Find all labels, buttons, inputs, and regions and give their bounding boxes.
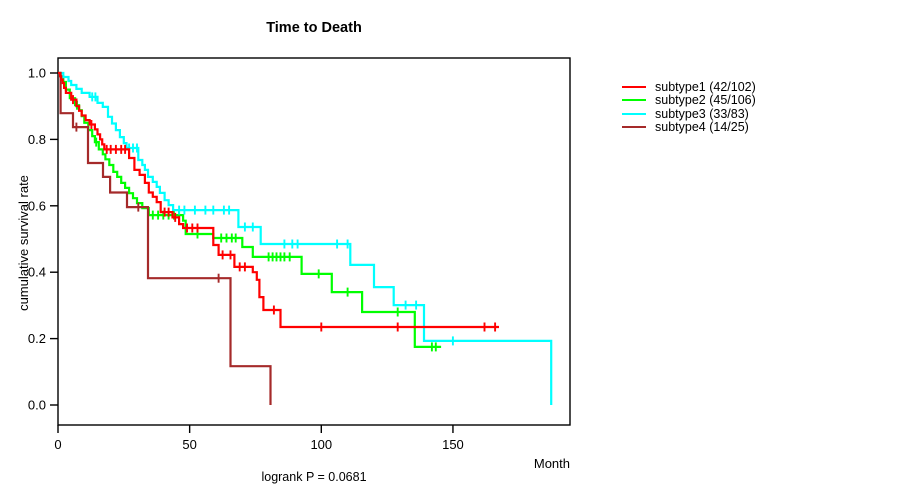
x-axis-tick-label: 150 (442, 437, 464, 452)
legend-line-swatch (622, 126, 646, 129)
survival-curve-subtype3 (58, 71, 553, 405)
legend-label: subtype3 (33/83) (655, 106, 749, 121)
y-axis-tick-label: 0.0 (28, 398, 46, 413)
legend-line-swatch (622, 85, 646, 88)
legend-line-swatch (622, 99, 646, 102)
y-axis-tick-label: 1.0 (28, 66, 46, 81)
x-axis-label: Month (533, 456, 570, 471)
chart-title: Time to Death (266, 20, 362, 36)
y-axis-label: cumulative survival rate (16, 175, 31, 311)
legend-label: subtype4 (14/25) (655, 120, 749, 135)
legend-item-subtype4: subtype4 (14/25) (622, 120, 756, 135)
survival-curve-subtype2 (58, 71, 442, 348)
legend-line-swatch (622, 112, 646, 115)
y-axis-tick-label: 0.6 (28, 198, 46, 213)
legend-label: subtype2 (45/106) (655, 93, 756, 108)
legend-item-subtype3: subtype3 (33/83) (622, 107, 756, 121)
y-axis-tick-label: 0.4 (28, 265, 46, 280)
logrank-pvalue-caption: logrank P = 0.0681 (261, 470, 367, 484)
survival-curve-subtype4 (58, 71, 272, 405)
y-axis-tick-label: 0.2 (28, 331, 46, 346)
x-axis-tick-label: 100 (310, 437, 332, 452)
x-axis-tick-label: 0 (54, 437, 61, 452)
legend-item-subtype2: subtype2 (45/106) (622, 93, 756, 108)
legend: subtype1 (42/102) subtype2 (45/106) subtyp… (622, 80, 756, 134)
legend-item-subtype1: subtype1 (42/102) (622, 80, 756, 94)
plot-box (57, 57, 571, 426)
y-axis-tick-label: 0.8 (28, 132, 46, 147)
x-axis-tick-label: 50 (182, 437, 196, 452)
survival-curve-subtype1 (58, 71, 499, 329)
legend-label: subtype1 (42/102) (655, 79, 756, 94)
